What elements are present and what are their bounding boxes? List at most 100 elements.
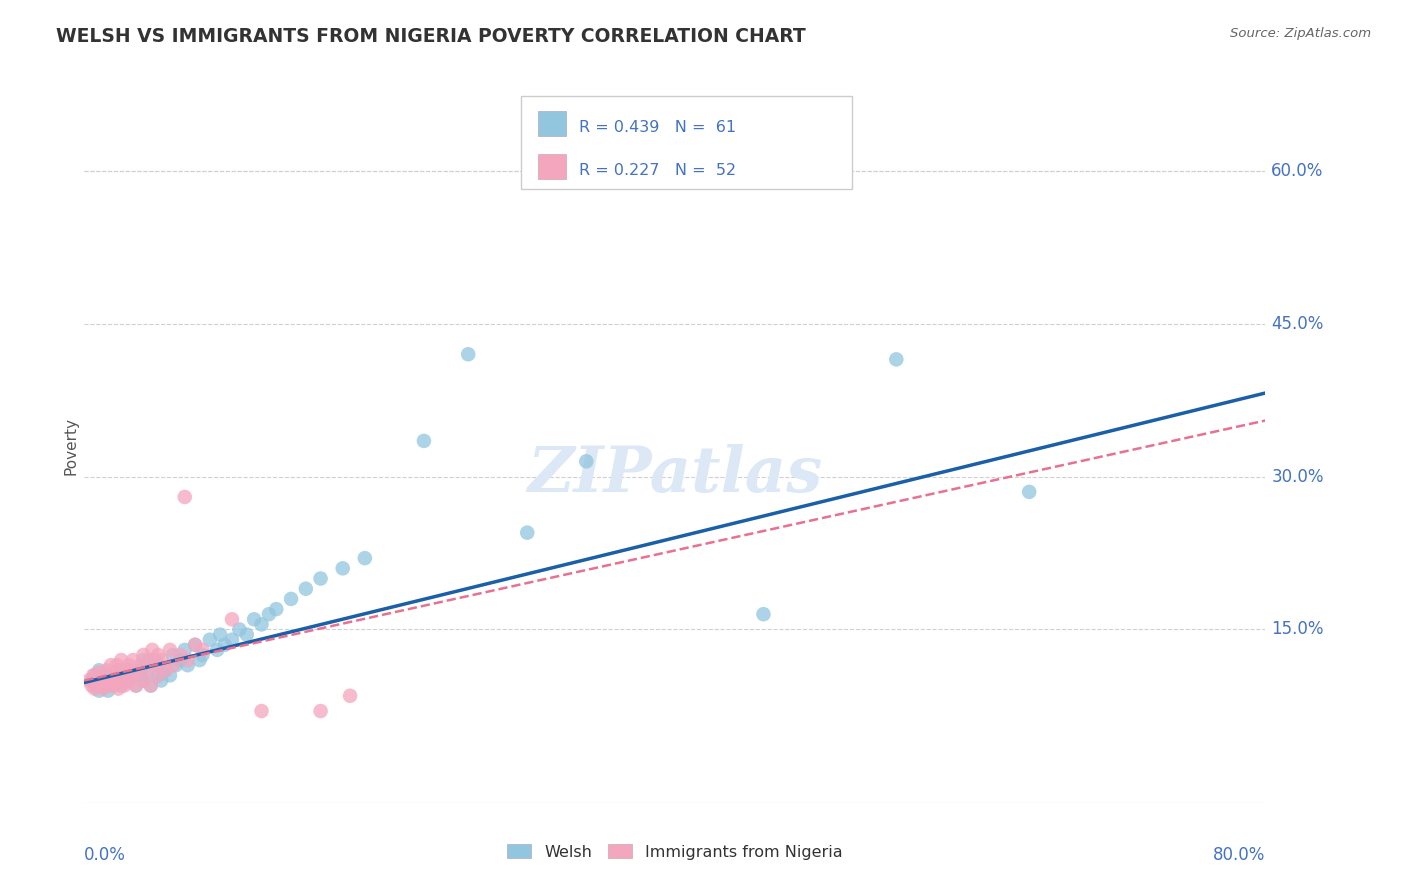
Point [457,347,479,361]
Text: 80.0%: 80.0% [1213,846,1265,863]
Point [243,612,266,626]
Point [110,653,132,667]
Point [87,679,111,693]
Text: 15.0%: 15.0% [1271,621,1324,639]
Point [87,665,111,680]
FancyBboxPatch shape [522,96,852,189]
Point [118,675,141,690]
Point [188,653,211,667]
Point [148,648,170,662]
Point [214,638,236,652]
Point [87,663,111,677]
Point [143,658,166,673]
Point [83,668,105,682]
Point [150,653,173,667]
Point [114,663,136,677]
Point [173,490,195,504]
Point [135,668,157,682]
Text: 0.0%: 0.0% [84,846,127,863]
Text: WELSH VS IMMIGRANTS FROM NIGERIA POVERTY CORRELATION CHART: WELSH VS IMMIGRANTS FROM NIGERIA POVERTY… [56,27,806,45]
Point [132,673,155,688]
Point [139,679,162,693]
Point [413,434,436,448]
Point [148,668,170,682]
Point [143,653,166,667]
Point [1018,484,1040,499]
FancyBboxPatch shape [538,111,567,136]
Point [91,673,114,688]
Point [209,627,232,641]
Point [125,665,148,680]
Point [103,679,125,693]
Point [516,525,538,540]
Point [135,663,157,677]
Point [139,679,162,693]
Point [114,673,136,688]
Point [228,623,250,637]
Point [148,668,170,682]
Point [339,689,361,703]
Point [100,658,122,673]
Point [221,612,243,626]
Legend: Welsh, Immigrants from Nigeria: Welsh, Immigrants from Nigeria [501,838,849,866]
Point [96,675,118,690]
Point [93,679,115,693]
Text: R = 0.439   N =  61: R = 0.439 N = 61 [579,120,737,136]
Point [354,551,377,566]
Point [169,653,191,667]
Point [575,454,598,468]
Point [162,658,184,673]
Point [184,638,207,652]
Point [155,663,177,677]
Point [105,673,128,688]
Point [165,658,187,673]
Point [198,632,221,647]
Point [112,679,135,693]
Point [150,673,173,688]
Point [103,679,125,693]
Text: R = 0.227   N =  52: R = 0.227 N = 52 [579,163,737,178]
Point [93,681,115,696]
Point [125,679,148,693]
Point [121,668,143,682]
Point [125,679,148,693]
Point [110,668,132,682]
Point [138,653,160,667]
Point [236,627,259,641]
Point [257,607,280,622]
Point [80,673,103,688]
Point [82,668,104,682]
Point [132,648,155,662]
Point [105,658,128,673]
Point [221,632,243,647]
Point [191,648,214,662]
Point [250,704,273,718]
Point [886,352,908,367]
Point [83,681,105,696]
Text: 45.0%: 45.0% [1271,315,1323,333]
Point [309,572,332,586]
Point [169,648,191,662]
Point [132,673,155,688]
Point [100,673,122,688]
Point [177,653,200,667]
Point [96,663,118,677]
Point [77,673,100,688]
Point [97,683,120,698]
Point [148,658,170,673]
Point [110,679,132,693]
Text: 60.0%: 60.0% [1271,161,1323,180]
Point [295,582,318,596]
Point [191,643,214,657]
Point [332,561,354,575]
Point [84,673,107,688]
Point [155,663,177,677]
Point [752,607,775,622]
Point [250,617,273,632]
Point [184,638,207,652]
Point [129,663,152,677]
Point [159,668,181,682]
Point [97,679,120,693]
Point [118,663,141,677]
Point [177,658,200,673]
